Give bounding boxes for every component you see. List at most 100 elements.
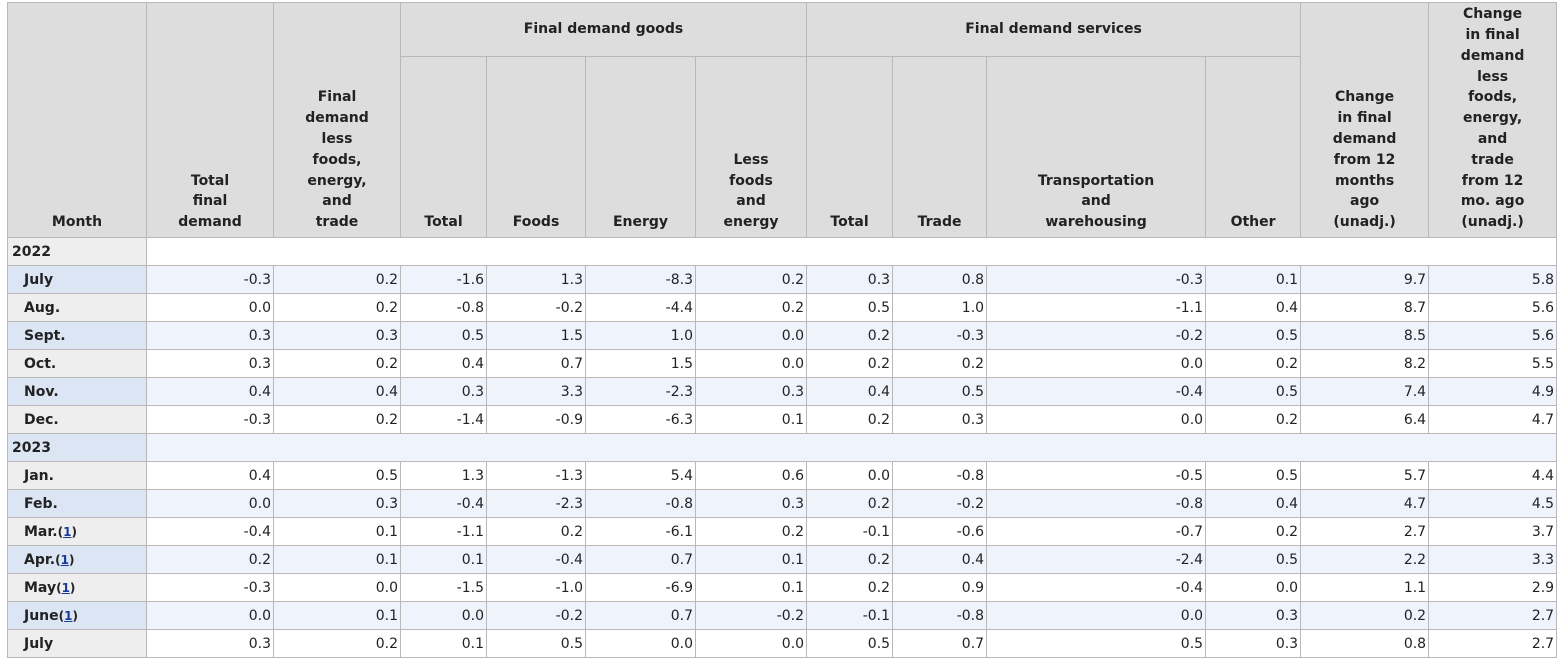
value-cell: 0.1 (694, 405, 808, 434)
value-cell: 0.2 (694, 517, 808, 546)
header-row: Total Foods Energy Less foods and energy Total T… (8, 56, 1557, 238)
value-cell: 4.5 (1428, 489, 1558, 518)
year-cell: 2022 (7, 237, 147, 266)
month-cell: May(1) (7, 573, 147, 602)
header-line: trade (315, 214, 359, 231)
year-row-filler (145, 433, 1558, 462)
value-cell: 0.5 (1205, 377, 1302, 406)
header-line: and (736, 193, 766, 210)
month-label: Dec. (24, 411, 59, 428)
footnote-paren: ) (68, 552, 75, 567)
header-line: months (1334, 172, 1395, 189)
value-cell: 0.7 (892, 629, 988, 658)
column-header: Total (400, 56, 487, 238)
value-cell: 0.5 (400, 321, 487, 350)
value-cell: 0.2 (806, 349, 894, 378)
value-cell: -1.0 (486, 573, 586, 602)
value-cell: 5.5 (1428, 349, 1558, 378)
value-cell: -4.4 (585, 293, 696, 322)
value-cell: -0.2 (486, 293, 586, 322)
value-cell: 0.3 (1205, 629, 1302, 658)
value-cell: 0.3 (273, 489, 401, 518)
header-line: foods (729, 172, 773, 189)
data-row: July 0.3 0.2 0.1 0.5 0.0 0.0 0.5 0.7 0.5 0.3 0.8 2.7 (7, 629, 1558, 658)
month-cell: July (7, 265, 147, 294)
value-cell: -0.8 (585, 489, 696, 518)
value-cell: -0.3 (146, 265, 274, 294)
column-header: Transportation and warehousing (986, 56, 1207, 238)
value-cell: 0.0 (146, 293, 274, 322)
value-cell: 0.3 (694, 377, 808, 406)
value-cell: -0.4 (986, 377, 1207, 406)
value-cell: 7.4 (1300, 377, 1430, 406)
footnote-link[interactable]: 1 (64, 608, 73, 623)
year-row: 2022 (7, 237, 1558, 266)
value-cell: -0.8 (892, 601, 988, 630)
value-cell: 0.9 (892, 573, 988, 602)
footnote-link[interactable]: 1 (61, 580, 70, 595)
value-cell: 0.2 (892, 349, 988, 378)
value-cell: 0.6 (694, 461, 808, 490)
value-cell: 0.2 (273, 349, 401, 378)
value-cell: 0.5 (806, 293, 894, 322)
header-line: Change (1334, 89, 1395, 106)
value-cell: 5.4 (585, 461, 696, 490)
month-label: July (24, 635, 54, 652)
value-cell: -0.3 (986, 265, 1207, 294)
value-cell: 0.3 (694, 489, 808, 518)
value-cell: 0.4 (806, 377, 894, 406)
data-row: May(1) -0.3 0.0 -1.5 -1.0 -6.9 0.1 0.2 0.9 -0.4 0.… (7, 573, 1558, 602)
header-line: Total (830, 214, 869, 231)
column-header: Change in final demand less foods, energy, and… (1428, 2, 1558, 238)
value-cell: 0.1 (273, 517, 401, 546)
value-cell: -0.9 (486, 405, 586, 434)
header-line: Total (190, 172, 230, 189)
header-line: less (321, 131, 353, 148)
header-line: and (322, 193, 352, 210)
value-cell: 0.2 (1300, 601, 1430, 630)
value-cell: 0.1 (273, 545, 401, 574)
value-cell: 2.7 (1428, 601, 1558, 630)
value-cell: 2.9 (1428, 573, 1558, 602)
data-row: Apr.(1) 0.2 0.1 0.1 -0.4 0.7 0.1 0.2 0.4 -2.4 0.5 2… (7, 545, 1558, 574)
data-row: Dec. -0.3 0.2 -1.4 -0.9 -6.3 0.1 0.2 0.3 0.0 0.2 6.… (7, 405, 1558, 434)
group-header: Final demand services (806, 2, 1302, 57)
table-head: Month Total final demand Final demand less food… (7, 2, 1558, 238)
month-label: May (24, 579, 57, 596)
value-cell: 0.5 (486, 629, 586, 658)
header-line: Energy (612, 214, 669, 231)
value-cell: 0.2 (806, 321, 894, 350)
value-cell: 0.0 (273, 573, 401, 602)
value-cell: 0.8 (892, 265, 988, 294)
value-cell: 0.5 (1205, 461, 1302, 490)
header-line: Transportation (1037, 172, 1155, 189)
value-cell: 1.5 (585, 349, 696, 378)
data-row: Oct. 0.3 0.2 0.4 0.7 1.5 0.0 0.2 0.2 0.0 0.2 8.2 5.5 (7, 349, 1558, 378)
value-cell: -2.4 (986, 545, 1207, 574)
value-cell: -6.1 (585, 517, 696, 546)
value-cell: 3.3 (486, 377, 586, 406)
value-cell: 1.5 (486, 321, 586, 350)
value-cell: 1.0 (892, 293, 988, 322)
value-cell: 2.7 (1300, 517, 1430, 546)
value-cell: -0.4 (486, 545, 586, 574)
footnote-link[interactable]: 1 (63, 524, 72, 539)
value-cell: 0.4 (1205, 489, 1302, 518)
value-cell: -0.4 (146, 517, 274, 546)
value-cell: 0.2 (694, 293, 808, 322)
footnote-link[interactable]: 1 (60, 552, 69, 567)
value-cell: 0.1 (400, 629, 487, 658)
value-cell: 0.0 (986, 405, 1207, 434)
header-line: and (1081, 193, 1111, 210)
value-cell: 2.7 (1428, 629, 1558, 658)
value-cell: 8.2 (1300, 349, 1430, 378)
month-cell: Jan. (7, 461, 147, 490)
month-cell: Oct. (7, 349, 147, 378)
header-line: Foods (512, 214, 560, 231)
value-cell: 0.2 (694, 265, 808, 294)
header-line: Total (424, 214, 463, 231)
value-cell: 4.4 (1428, 461, 1558, 490)
value-cell: 0.2 (1205, 405, 1302, 434)
value-cell: 3.3 (1428, 545, 1558, 574)
